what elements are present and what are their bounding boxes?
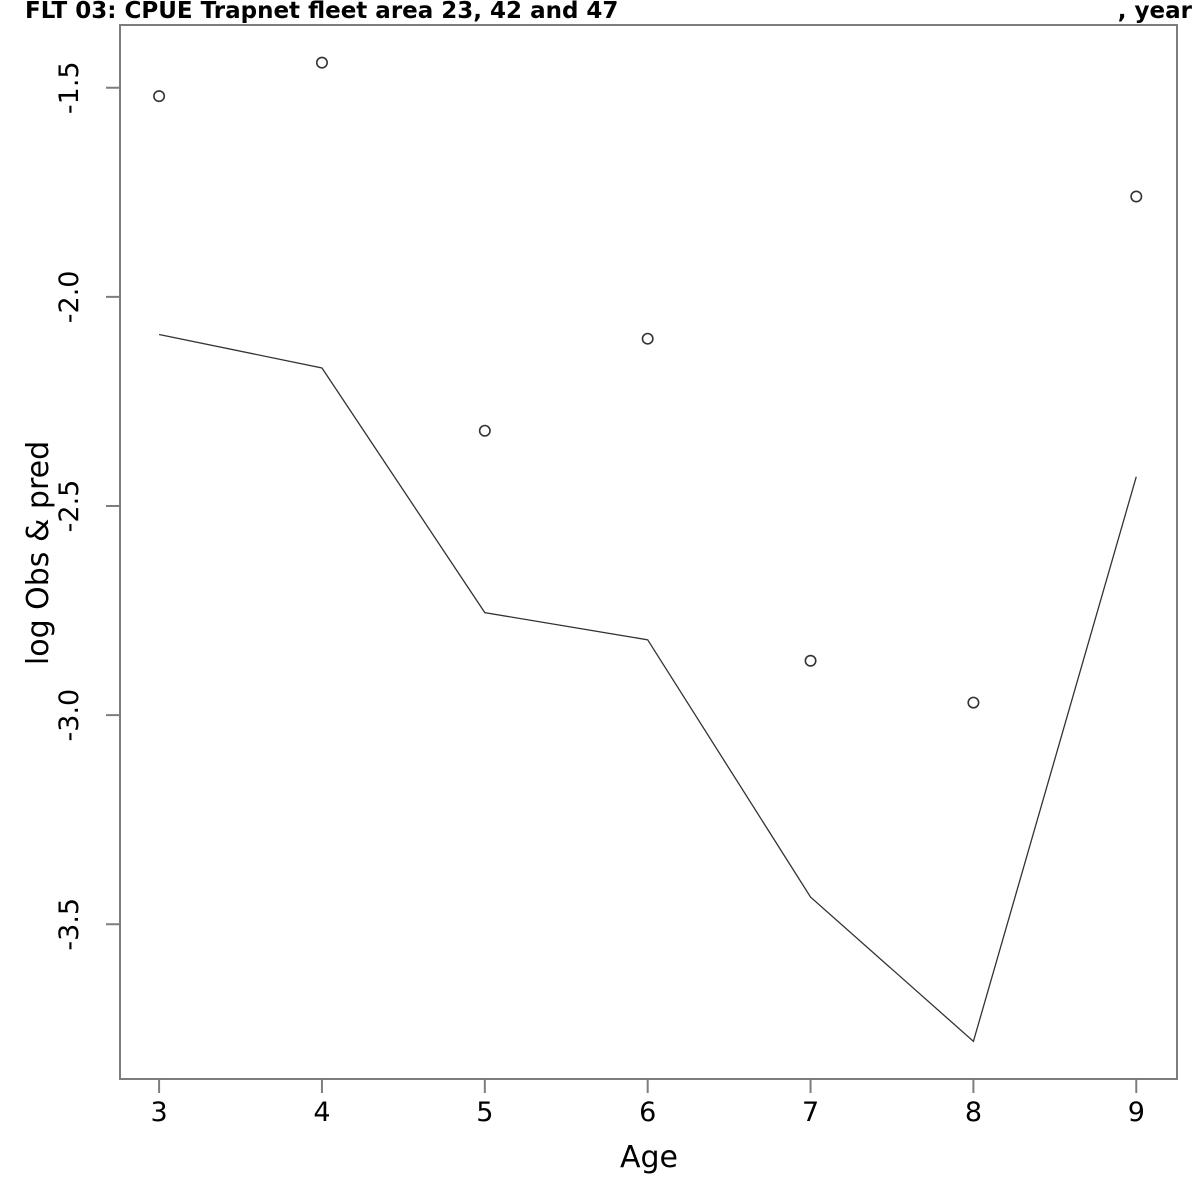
axes-layer: 3 4 5 6 7 8 9 -1.5 -2.0 -2.5 -3.0 -3.5 (54, 24, 1178, 1128)
y-axis-label: log Obs & pred (21, 440, 56, 666)
predicted-line (158, 333, 1137, 1043)
observed-point (804, 654, 817, 667)
x-tick-label: 8 (965, 1097, 982, 1128)
x-tick-label: 9 (1128, 1097, 1145, 1128)
observed-point (478, 424, 491, 437)
x-tick-label: 6 (639, 1097, 656, 1128)
x-axis-label: Age (619, 1140, 679, 1175)
x-tick-label: 7 (802, 1097, 819, 1128)
y-tick-label: -2.0 (54, 271, 85, 324)
observed-point (315, 56, 328, 69)
x-tick-label: 3 (150, 1097, 167, 1128)
x-tick-label: 5 (476, 1097, 493, 1128)
y-tick-label: -3.5 (54, 898, 85, 951)
chart-title-year-suffix: , year (1117, 0, 1192, 24)
x-tick-label: 4 (313, 1097, 330, 1128)
title-row: FLT 03: CPUE Trapnet fleet area 23, 42 a… (25, 0, 1192, 24)
y-tick-label: -3.0 (54, 689, 85, 742)
y-tick-label: -2.5 (54, 480, 85, 533)
chart-title: FLT 03: CPUE Trapnet fleet area 23, 42 a… (25, 0, 619, 24)
observed-point (153, 90, 166, 103)
observed-point (1130, 190, 1143, 203)
plot-border (119, 24, 1178, 1080)
observed-point (967, 696, 980, 709)
y-tick-label: -1.5 (54, 61, 85, 114)
series-layer (153, 56, 1143, 1043)
observed-point (641, 332, 654, 345)
